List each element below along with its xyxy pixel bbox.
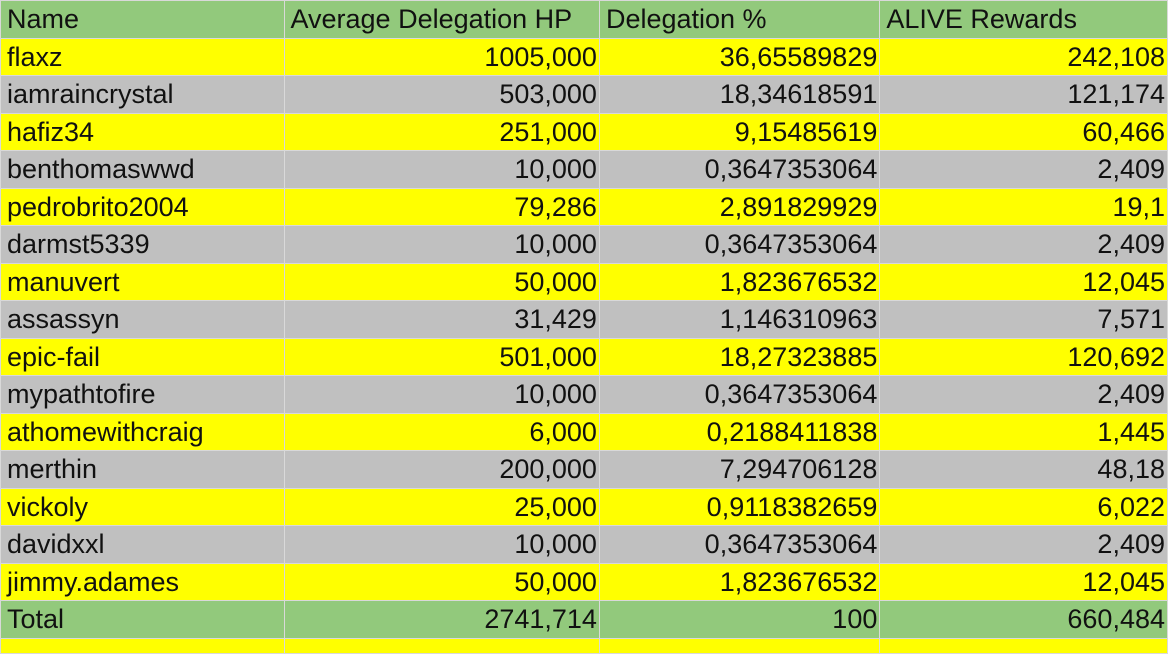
table-row: benthomaswwd 10,000 0,3647353064 2,409	[0, 150, 1168, 189]
total-row: Total 2741,714 100 660,484	[0, 600, 1168, 639]
cell-alive-rewards[interactable]: 12,045	[879, 262, 1168, 301]
table-row: vickoly 25,000 0,9118382659 6,022	[0, 487, 1168, 526]
cell-average-delegation-hp[interactable]: 25,000	[283, 487, 600, 526]
cell-delegation-percent[interactable]: 1,823676532	[598, 262, 881, 301]
header-row: Name Average Delegation HP Delegation % …	[0, 0, 1168, 39]
table-row: davidxxl 10,000 0,3647353064 2,409	[0, 525, 1168, 564]
empty-cell[interactable]	[0, 637, 285, 654]
cell-average-delegation-hp[interactable]: 50,000	[283, 562, 600, 601]
cell-delegation-percent[interactable]: 0,3647353064	[598, 150, 881, 189]
cell-alive-rewards[interactable]: 121,174	[879, 75, 1168, 114]
header-average-delegation-hp[interactable]: Average Delegation HP	[283, 0, 600, 39]
cell-average-delegation-hp[interactable]: 1005,000	[283, 37, 600, 76]
table-row: iamraincrystal 503,000 18,34618591 121,1…	[0, 75, 1168, 114]
table-row: mypathtofire 10,000 0,3647353064 2,409	[0, 375, 1168, 414]
empty-row	[0, 637, 1168, 654]
cell-alive-rewards[interactable]: 19,1	[879, 187, 1168, 226]
empty-cell[interactable]	[879, 637, 1168, 654]
cell-average-delegation-hp[interactable]: 10,000	[283, 150, 600, 189]
cell-name[interactable]: manuvert	[0, 262, 285, 301]
cell-alive-rewards[interactable]: 48,18	[879, 450, 1168, 489]
cell-name[interactable]: mypathtofire	[0, 375, 285, 414]
cell-delegation-percent[interactable]: 0,3647353064	[598, 525, 881, 564]
cell-name[interactable]: assassyn	[0, 300, 285, 339]
table-body: flaxz 1005,000 36,65589829 242,108 iamra…	[0, 37, 1168, 654]
cell-total-alive-rewards[interactable]: 660,484	[879, 600, 1168, 639]
cell-delegation-percent[interactable]: 9,15485619	[598, 112, 881, 151]
cell-average-delegation-hp[interactable]: 10,000	[283, 375, 600, 414]
cell-delegation-percent[interactable]: 7,294706128	[598, 450, 881, 489]
cell-delegation-percent[interactable]: 18,34618591	[598, 75, 881, 114]
cell-average-delegation-hp[interactable]: 6,000	[283, 412, 600, 451]
table-row: pedrobrito2004 79,286 2,891829929 19,1	[0, 187, 1168, 226]
cell-average-delegation-hp[interactable]: 50,000	[283, 262, 600, 301]
cell-average-delegation-hp[interactable]: 10,000	[283, 225, 600, 264]
table-row: flaxz 1005,000 36,65589829 242,108	[0, 37, 1168, 76]
cell-alive-rewards[interactable]: 242,108	[879, 37, 1168, 76]
cell-name[interactable]: hafiz34	[0, 112, 285, 151]
cell-name[interactable]: athomewithcraig	[0, 412, 285, 451]
table-row: darmst5339 10,000 0,3647353064 2,409	[0, 225, 1168, 264]
header-alive-rewards[interactable]: ALIVE Rewards	[879, 0, 1168, 39]
cell-average-delegation-hp[interactable]: 251,000	[283, 112, 600, 151]
cell-name[interactable]: jimmy.adames	[0, 562, 285, 601]
cell-average-delegation-hp[interactable]: 503,000	[283, 75, 600, 114]
cell-delegation-percent[interactable]: 0,3647353064	[598, 225, 881, 264]
cell-alive-rewards[interactable]: 6,022	[879, 487, 1168, 526]
cell-name[interactable]: flaxz	[0, 37, 285, 76]
header-name[interactable]: Name	[0, 0, 285, 39]
cell-alive-rewards[interactable]: 2,409	[879, 225, 1168, 264]
cell-name[interactable]: pedrobrito2004	[0, 187, 285, 226]
header-delegation-percent[interactable]: Delegation %	[598, 0, 881, 39]
cell-alive-rewards[interactable]: 120,692	[879, 337, 1168, 376]
table-row: athomewithcraig 6,000 0,2188411838 1,445	[0, 412, 1168, 451]
table-row: hafiz34 251,000 9,15485619 60,466	[0, 112, 1168, 151]
cell-delegation-percent[interactable]: 36,65589829	[598, 37, 881, 76]
cell-name[interactable]: iamraincrystal	[0, 75, 285, 114]
cell-delegation-percent[interactable]: 2,891829929	[598, 187, 881, 226]
table-row: epic-fail 501,000 18,27323885 120,692	[0, 337, 1168, 376]
cell-delegation-percent[interactable]: 0,9118382659	[598, 487, 881, 526]
cell-average-delegation-hp[interactable]: 31,429	[283, 300, 600, 339]
cell-alive-rewards[interactable]: 1,445	[879, 412, 1168, 451]
cell-average-delegation-hp[interactable]: 501,000	[283, 337, 600, 376]
empty-cell[interactable]	[283, 637, 600, 654]
cell-delegation-percent[interactable]: 0,3647353064	[598, 375, 881, 414]
cell-name[interactable]: epic-fail	[0, 337, 285, 376]
cell-name[interactable]: davidxxl	[0, 525, 285, 564]
cell-total-delegation-percent[interactable]: 100	[598, 600, 881, 639]
cell-delegation-percent[interactable]: 18,27323885	[598, 337, 881, 376]
cell-name[interactable]: merthin	[0, 450, 285, 489]
cell-name[interactable]: benthomaswwd	[0, 150, 285, 189]
cell-delegation-percent[interactable]: 0,2188411838	[598, 412, 881, 451]
table-row: jimmy.adames 50,000 1,823676532 12,045	[0, 562, 1168, 601]
table-row: manuvert 50,000 1,823676532 12,045	[0, 262, 1168, 301]
cell-name[interactable]: darmst5339	[0, 225, 285, 264]
cell-delegation-percent[interactable]: 1,146310963	[598, 300, 881, 339]
cell-alive-rewards[interactable]: 12,045	[879, 562, 1168, 601]
table-row: merthin 200,000 7,294706128 48,18	[0, 450, 1168, 489]
cell-total-average-delegation-hp[interactable]: 2741,714	[283, 600, 600, 639]
empty-cell[interactable]	[598, 637, 881, 654]
cell-total-label[interactable]: Total	[0, 600, 285, 639]
cell-alive-rewards[interactable]: 60,466	[879, 112, 1168, 151]
cell-average-delegation-hp[interactable]: 200,000	[283, 450, 600, 489]
cell-name[interactable]: vickoly	[0, 487, 285, 526]
cell-alive-rewards[interactable]: 2,409	[879, 375, 1168, 414]
cell-alive-rewards[interactable]: 2,409	[879, 150, 1168, 189]
cell-alive-rewards[interactable]: 7,571	[879, 300, 1168, 339]
cell-delegation-percent[interactable]: 1,823676532	[598, 562, 881, 601]
table-row: assassyn 31,429 1,146310963 7,571	[0, 300, 1168, 339]
cell-average-delegation-hp[interactable]: 10,000	[283, 525, 600, 564]
cell-average-delegation-hp[interactable]: 79,286	[283, 187, 600, 226]
cell-alive-rewards[interactable]: 2,409	[879, 525, 1168, 564]
